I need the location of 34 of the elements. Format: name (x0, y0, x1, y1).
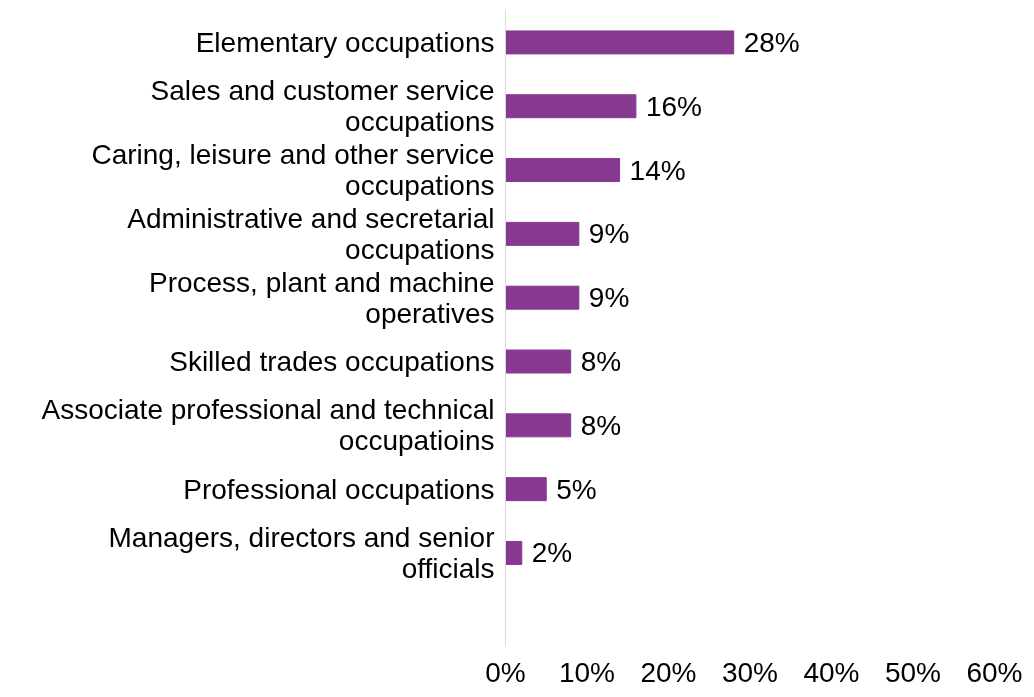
bar (505, 221, 580, 246)
y-tick-label: Professional occupations (183, 473, 495, 505)
x-tick-label: 20% (640, 656, 697, 688)
x-tick-label: 60% (966, 656, 1023, 688)
y-tick-label: Sales and customer service occupations (150, 75, 495, 138)
bar (505, 540, 523, 565)
bar (505, 349, 572, 374)
bar (505, 477, 547, 502)
data-label: 8% (580, 346, 622, 378)
x-tick-label: 10% (558, 656, 616, 688)
data-label: 9% (588, 218, 630, 250)
y-tick-label: Administrative and secretarial occupations (127, 202, 495, 265)
y-tick-label: Process, plant and machine operatives (148, 266, 495, 329)
x-tick-label: 50% (884, 656, 942, 688)
x-tick-label: 40% (803, 656, 860, 688)
data-label: 14% (629, 154, 686, 186)
bar (505, 413, 572, 438)
x-tick-label: 0% (485, 656, 526, 688)
y-tick-label: Elementary occupations (195, 26, 495, 58)
y-tick-label: Caring, leisure and other service occupations (91, 139, 495, 202)
data-label: 8% (580, 409, 622, 441)
bar (505, 30, 735, 55)
bar (505, 285, 580, 310)
data-label: 16% (645, 90, 702, 122)
data-label: 5% (556, 473, 597, 505)
bar (505, 94, 637, 119)
y-tick-label: Managers, directors and senior officials (108, 521, 495, 584)
y-tick-label: Associate professional and technical occupatioins (41, 394, 495, 457)
data-label: 28% (743, 26, 800, 58)
data-label: 2% (531, 537, 573, 569)
y-tick-label: Skilled trades occupations (169, 346, 495, 378)
bar (505, 158, 621, 183)
data-label: 9% (588, 282, 630, 314)
x-tick-label: 30% (721, 656, 779, 688)
